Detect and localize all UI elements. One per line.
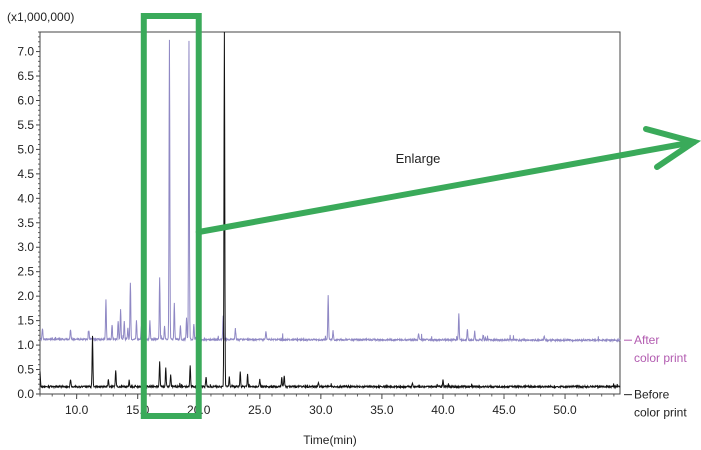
annotation-layer: Enlarge [140,13,701,419]
series-labels: After color print Before color print [624,333,687,420]
enlarge-label: Enlarge [396,151,441,166]
x-tick-label: 10.0 [65,403,89,417]
y-axis: 0.0 0.5 1.0 1.5 2.0 2.5 3.0 3.5 4.0 4.5 5.0 5.5 6.0 6… [17,31,40,401]
series-label-text: Before [634,388,670,402]
y-multiplier-label: (x1,000,000) [7,10,74,24]
x-tick-label: 25.0 [248,403,272,417]
y-tick-label: 2.0 [17,289,34,303]
x-tick-label: 50.0 [553,403,577,417]
y-tick-label: 5.5 [17,118,34,132]
y-tick-label: 5.0 [17,142,34,156]
x-tick-label: 35.0 [370,403,394,417]
series-line [39,31,621,390]
x-axis: 10.0 15.0 20.0 25.0 30.0 35.0 40.0 45.0 50.0 [39,394,615,417]
highlight-box [140,13,202,419]
series-label-text: After [634,333,659,347]
y-tick-label: 0.0 [17,387,34,401]
series-label-text: color print [634,351,687,365]
y-tick-label: 2.5 [17,265,34,279]
y-tick-label: 0.5 [17,363,34,377]
y-tick-label: 4.0 [17,191,34,205]
plot-frame [39,31,621,395]
y-tick-label: 3.0 [17,240,34,254]
y-tick-label: 6.0 [17,93,34,107]
x-tick-label: 45.0 [492,403,516,417]
y-tick-label: 7.0 [17,45,34,59]
x-axis-title: Time(min) [303,433,357,447]
y-tick-label: 4.5 [17,167,34,181]
enlarge-arrow-head [643,126,701,170]
y-tick-label: 3.5 [17,216,34,230]
series-label-text: color print [634,406,687,420]
x-tick-label: 40.0 [431,403,455,417]
enlarge-arrow [195,139,697,235]
y-tick-label: 1.5 [17,314,34,328]
y-tick-label: 6.5 [17,69,34,83]
y-tick-label: 1.0 [17,338,34,352]
series-line [39,39,621,343]
x-tick-label: 30.0 [309,403,333,417]
series-layer [39,31,621,390]
